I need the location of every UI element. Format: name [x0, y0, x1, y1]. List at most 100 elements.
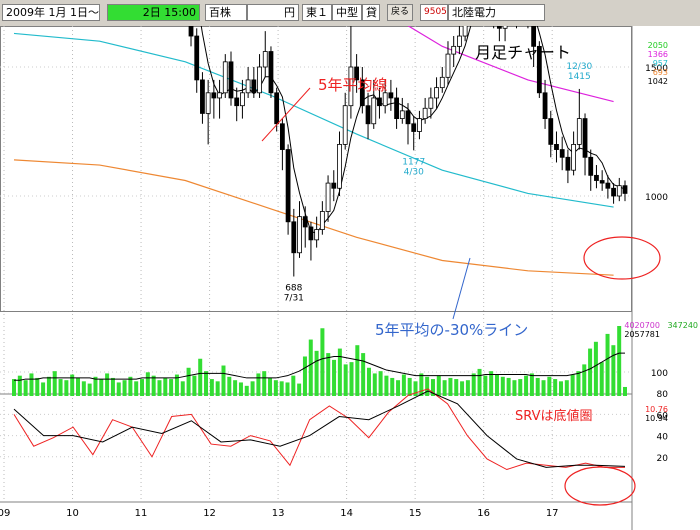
ma-last-value: 693	[653, 68, 668, 77]
extreme-value: 1415	[568, 72, 591, 82]
toolbar: 2009年 1月 1日～ 2日 15:00 百株 円 東１ 中型 貸 戻る 95…	[0, 0, 700, 27]
volume-bar	[58, 379, 63, 396]
ma5-pointer	[261, 87, 311, 142]
volume-bar	[64, 380, 69, 396]
stock-name-field[interactable]: 北陸電力	[448, 4, 545, 21]
volume-bar	[518, 379, 523, 396]
volume-bar	[35, 377, 40, 396]
candle-body	[548, 118, 554, 145]
candle-body	[262, 51, 268, 68]
candle-body	[599, 180, 605, 184]
volume-bar	[273, 380, 278, 396]
srv-note: SRVは底値圏	[515, 408, 592, 424]
srv-tick-label: 20	[657, 454, 669, 464]
volume-bar	[361, 353, 366, 396]
volume-bar	[122, 380, 127, 396]
candle-body	[594, 174, 599, 181]
srv-legend: 10.76	[645, 405, 668, 414]
volume-bar	[512, 380, 517, 396]
candle-body	[411, 123, 417, 132]
volume-bar	[174, 374, 179, 396]
candle-body	[274, 92, 280, 125]
candle-body	[565, 156, 571, 171]
market-field[interactable]: 東１	[302, 4, 332, 21]
volume-bar	[285, 382, 290, 396]
candle-body	[502, 26, 508, 29]
volume-bar	[489, 371, 494, 396]
candle-body	[245, 79, 251, 94]
price-tick-label: 1500	[645, 64, 668, 74]
x-tick-label: 11	[135, 508, 148, 519]
candle-body	[337, 144, 342, 189]
volume-bar	[87, 383, 92, 396]
date-tilde: ～	[87, 6, 99, 19]
volume-bar	[366, 367, 371, 396]
unit-field[interactable]: 百株	[205, 4, 247, 21]
srv-pane	[13, 388, 626, 471]
ma-last-value: 957	[653, 59, 668, 68]
srv-legend: 10.94	[645, 414, 668, 423]
date-to-field[interactable]: 2日 15:00	[107, 4, 200, 21]
volume-bar	[262, 371, 267, 396]
volume-bar	[244, 385, 249, 396]
volume-bar	[291, 375, 296, 396]
volume-average-line	[14, 352, 625, 381]
candle-body	[205, 92, 211, 114]
volume-bar	[413, 381, 418, 396]
candle-body	[451, 45, 457, 55]
candle-body	[462, 26, 468, 37]
volume-bar	[204, 371, 209, 396]
volume-bar	[76, 377, 81, 396]
volume-bar	[442, 380, 447, 396]
srv-tick-label: 60	[657, 411, 669, 421]
price-pane	[13, 26, 628, 277]
candle-body	[576, 118, 582, 145]
volume-bar	[541, 380, 546, 396]
x-tick-label: 12	[203, 508, 216, 519]
volume-bar	[314, 350, 319, 396]
volume-bar	[297, 383, 302, 396]
candle-body	[257, 66, 262, 94]
date-from-field[interactable]: 2009年 1月 1日～	[2, 4, 100, 21]
stock-code-field[interactable]: 9505	[420, 4, 448, 21]
candle-body	[188, 26, 194, 37]
volume-bar	[99, 379, 104, 396]
size-class-field[interactable]: 中型	[332, 4, 362, 21]
candle-body	[422, 107, 428, 119]
volume-bar	[29, 373, 34, 396]
volume-bar	[233, 380, 238, 396]
currency-field[interactable]: 円	[247, 4, 299, 21]
volume-bar	[407, 377, 412, 396]
labels: 0910111213141516172500200015001000100806…	[0, 41, 698, 519]
candle-body	[308, 226, 314, 241]
srv-tick-label: 80	[657, 390, 669, 400]
extreme-value: 4/30	[404, 167, 424, 177]
volume-bar	[378, 371, 383, 396]
short-moving-average-line	[200, 26, 626, 234]
lending-field[interactable]: 貸	[362, 4, 380, 21]
x-tick-label: 13	[272, 508, 285, 519]
back-button[interactable]: 戻る	[387, 4, 413, 21]
candle-body	[622, 185, 628, 194]
volume-bar	[401, 374, 406, 396]
volume-bar	[192, 375, 197, 396]
volume-bar	[343, 364, 348, 396]
volume-bar	[436, 375, 441, 396]
volume-bar	[302, 356, 307, 396]
candle-body	[531, 26, 537, 47]
candle-body	[457, 35, 462, 47]
volume-bar	[140, 379, 145, 396]
chart-area: 0910111213141516172500200015001000100806…	[0, 26, 700, 530]
volume-bar	[326, 353, 331, 396]
x-tick-label: 15	[409, 508, 422, 519]
volume-bar	[250, 381, 255, 396]
volume-bar	[547, 376, 552, 396]
candle-body	[222, 61, 228, 94]
chart-title: 月足チャート	[475, 43, 571, 62]
candle-body	[439, 76, 445, 89]
volume-bar	[268, 377, 273, 396]
volume-bar	[198, 358, 203, 396]
volume-bar	[256, 373, 261, 396]
volume-bar	[81, 381, 86, 396]
candle-body	[228, 61, 234, 99]
